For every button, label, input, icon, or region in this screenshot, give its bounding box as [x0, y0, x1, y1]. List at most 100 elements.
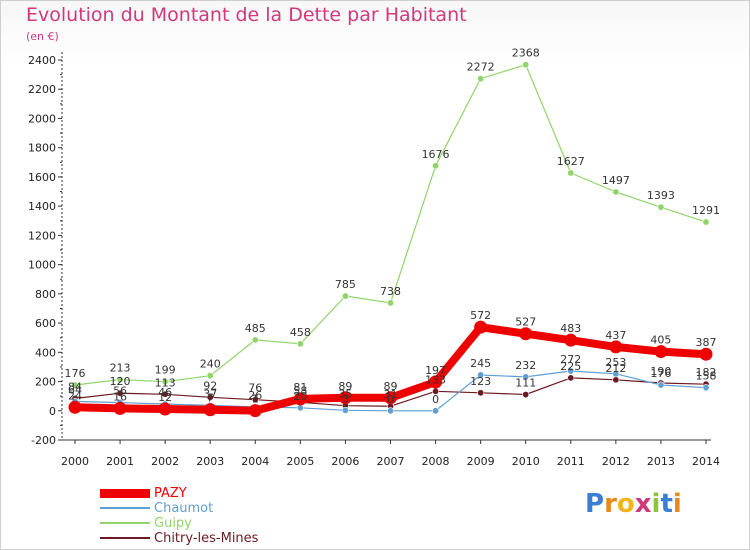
legend-swatch: [100, 522, 150, 524]
y-tick-label: 600: [35, 317, 56, 330]
data-point-pazy: [338, 391, 352, 405]
y-tick-label: 1600: [28, 171, 56, 184]
data-label-chitry-les-mines: 133: [425, 373, 446, 386]
data-point-chaumot: [612, 370, 620, 378]
data-label-chaumot: 176: [650, 367, 671, 380]
data-point-pazy: [474, 320, 488, 334]
data-point-pazy: [564, 333, 578, 347]
chart-title: Evolution du Montant de la Dette par Hab…: [26, 4, 467, 26]
data-label-guipy: 1627: [557, 155, 585, 168]
x-tick-label: 2013: [647, 455, 675, 468]
data-point-chitry-les-mines: [206, 393, 214, 401]
legend-swatch: [100, 507, 150, 509]
data-point-guipy: [432, 162, 440, 170]
data-label-chitry-les-mines: 58: [293, 384, 307, 397]
y-tick-label: 2000: [28, 112, 56, 125]
logo-letter: P: [585, 489, 605, 519]
data-point-chaumot: [296, 404, 304, 412]
data-label-pazy: 527: [515, 316, 536, 329]
logo-letter: x: [634, 489, 652, 519]
logo-letter: i: [672, 489, 682, 519]
y-tick-label: 1800: [28, 142, 56, 155]
data-label-chaumot: 245: [470, 357, 491, 370]
proxiti-logo: Proxiti: [585, 489, 682, 519]
data-label-chitry-les-mines: 111: [515, 377, 536, 390]
data-label-pazy: 197: [425, 364, 446, 377]
data-label-chaumot: 0: [387, 393, 394, 406]
data-point-guipy: [386, 299, 394, 307]
data-label-chaumot: 253: [605, 356, 626, 369]
data-label-pazy: 89: [338, 380, 352, 393]
data-point-guipy: [296, 340, 304, 348]
data-label-chitry-les-mines: 76: [248, 382, 262, 395]
y-tick-label: -200: [31, 434, 56, 447]
data-label-chitry-les-mines: 35: [338, 388, 352, 401]
data-label-chitry-les-mines: 212: [605, 362, 626, 375]
legend-swatch: [100, 488, 150, 498]
data-point-pazy: [654, 345, 668, 359]
chart-axes: -200020040060080010001200140016001800200…: [28, 52, 720, 468]
data-label-chitry-les-mines: 113: [155, 376, 176, 389]
data-point-chitry-les-mines: [251, 396, 259, 404]
y-tick-label: 1000: [28, 259, 56, 272]
data-point-chaumot: [702, 384, 710, 392]
data-point-chitry-les-mines: [477, 389, 485, 397]
x-tick-label: 2002: [151, 455, 179, 468]
chart-subtitle: (en €): [26, 30, 59, 43]
data-point-chaumot: [657, 381, 665, 389]
data-point-pazy: [113, 401, 127, 415]
data-label-guipy: 738: [380, 285, 401, 298]
data-label-pazy: 483: [560, 322, 581, 335]
y-tick-label: 1200: [28, 229, 56, 242]
y-tick-label: 400: [35, 346, 56, 359]
legend-label: PAZY: [154, 486, 187, 501]
data-label-chaumot: 232: [515, 359, 536, 372]
y-tick-label: 2200: [28, 83, 56, 96]
x-tick-label: 2005: [286, 455, 314, 468]
data-label-guipy: 1393: [647, 189, 675, 202]
data-point-chaumot: [386, 407, 394, 415]
data-label-guipy: 213: [110, 362, 131, 375]
data-label-pazy: 24: [68, 389, 82, 402]
data-point-guipy: [522, 61, 530, 69]
data-label-guipy: 240: [200, 358, 221, 371]
series-points: [68, 61, 713, 418]
logo-letter: i: [651, 489, 661, 519]
data-label-chaumot: 158: [696, 370, 717, 383]
data-label-pazy: 89: [384, 380, 398, 393]
x-tick-label: 2010: [512, 455, 540, 468]
data-point-chaumot: [567, 367, 575, 375]
data-point-guipy: [116, 376, 124, 384]
y-tick-label: 800: [35, 288, 56, 301]
data-point-pazy: [384, 391, 397, 405]
data-label-chaumot: 272: [560, 353, 581, 366]
data-point-guipy: [657, 203, 665, 211]
data-point-pazy: [429, 375, 443, 389]
data-label-chaumot: 64: [68, 383, 82, 396]
data-label-chaumot: 20: [293, 390, 307, 403]
data-point-guipy: [477, 75, 485, 83]
x-tick-label: 2012: [602, 455, 630, 468]
data-label-chitry-les-mines: 190: [650, 365, 671, 378]
data-point-pazy: [158, 402, 172, 416]
x-tick-label: 2003: [196, 455, 224, 468]
data-label-chitry-les-mines: 182: [696, 366, 717, 379]
data-label-chitry-les-mines: 84: [68, 380, 82, 393]
data-point-pazy: [203, 403, 217, 417]
data-label-guipy: 199: [155, 364, 176, 377]
data-label-pazy: 387: [696, 336, 717, 349]
data-point-pazy: [68, 400, 82, 414]
data-label-guipy: 176: [65, 367, 86, 380]
y-tick-label: 2400: [28, 54, 56, 67]
data-label-pazy: 572: [470, 309, 491, 322]
data-point-pazy: [248, 404, 262, 418]
data-label-guipy: 1497: [602, 174, 630, 187]
x-tick-label: 2006: [331, 455, 359, 468]
y-tick-label: 200: [35, 376, 56, 389]
data-point-chitry-les-mines: [567, 374, 575, 382]
data-label-chaumot: 26: [248, 389, 262, 402]
data-point-guipy: [612, 188, 620, 196]
data-point-guipy: [702, 218, 710, 226]
x-tick-label: 2009: [467, 455, 495, 468]
